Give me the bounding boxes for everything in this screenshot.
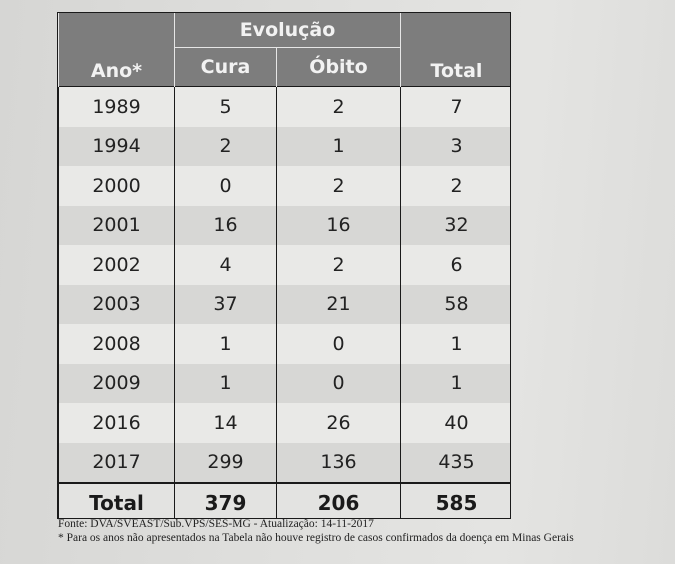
table-row: 1994 2 1 3 — [58, 126, 510, 166]
cell-ano: 2002 — [58, 245, 175, 285]
table-footer: Total 379 206 585 — [58, 482, 510, 518]
header-obito: Óbito — [276, 47, 401, 87]
table-row: 2008 1 0 1 — [58, 324, 510, 364]
cell-total: 40 — [400, 403, 510, 443]
total-total: 585 — [400, 482, 510, 518]
cell-total: 3 — [400, 126, 510, 166]
total-cura: 379 — [174, 482, 277, 518]
cell-cura: 16 — [174, 205, 277, 245]
cell-total: 1 — [400, 324, 510, 364]
header-total: Total — [400, 13, 510, 87]
cases-table: Ano* Evolução Total Cura Óbito 1989 5 2 7 19… — [57, 12, 511, 519]
cell-obito: 16 — [276, 205, 401, 245]
cell-obito: 2 — [276, 86, 401, 127]
cell-cura: 2 — [174, 126, 277, 166]
total-obito: 206 — [276, 482, 401, 518]
total-row: Total 379 206 585 — [58, 482, 510, 518]
cell-cura: 4 — [174, 245, 277, 285]
cell-obito: 0 — [276, 324, 401, 364]
cell-obito: 21 — [276, 284, 401, 324]
cell-cura: 0 — [174, 166, 277, 206]
cell-ano: 2016 — [58, 403, 175, 443]
cell-cura: 5 — [174, 86, 277, 127]
cell-cura: 299 — [174, 442, 277, 483]
cell-total: 58 — [400, 284, 510, 324]
cell-ano: 1994 — [58, 126, 175, 166]
cell-obito: 2 — [276, 166, 401, 206]
cell-obito: 136 — [276, 442, 401, 483]
cell-obito: 1 — [276, 126, 401, 166]
cell-total: 32 — [400, 205, 510, 245]
table-row: 2003 37 21 58 — [58, 284, 510, 324]
table-row: 2000 0 2 2 — [58, 166, 510, 206]
cell-obito: 2 — [276, 245, 401, 285]
cell-cura: 1 — [174, 363, 277, 403]
cell-total: 6 — [400, 245, 510, 285]
table-row: 1989 5 2 7 — [58, 86, 510, 127]
table-body: 1989 5 2 7 1994 2 1 3 2000 0 2 2 2001 16 16 32 2002 4 2 6 20… — [58, 86, 510, 483]
total-label: Total — [58, 482, 175, 518]
cell-cura: 37 — [174, 284, 277, 324]
cell-ano: 2003 — [58, 284, 175, 324]
cell-total: 435 — [400, 442, 510, 483]
cell-ano: 2009 — [58, 363, 175, 403]
cell-obito: 26 — [276, 403, 401, 443]
source-text: Fonte: DVA/SVEAST/Sub.VPS/SES-MG - Atual… — [58, 518, 374, 530]
cell-total: 2 — [400, 166, 510, 206]
cell-ano: 1989 — [58, 86, 175, 127]
cell-total: 7 — [400, 86, 510, 127]
cell-ano: 2000 — [58, 166, 175, 206]
cell-cura: 1 — [174, 324, 277, 364]
table-row: 2016 14 26 40 — [58, 403, 510, 443]
cell-obito: 0 — [276, 363, 401, 403]
cell-total: 1 — [400, 363, 510, 403]
header-evolucao: Evolução — [174, 13, 401, 48]
table-row: 2001 16 16 32 — [58, 205, 510, 245]
header-cura: Cura — [174, 47, 277, 87]
cell-ano: 2017 — [58, 442, 175, 483]
header-ano: Ano* — [58, 13, 175, 87]
table-header: Ano* Evolução Total Cura Óbito — [58, 13, 510, 87]
data-table: Ano* Evolução Total Cura Óbito 1989 5 2 7 19… — [58, 13, 510, 518]
cell-ano: 2008 — [58, 324, 175, 364]
cell-ano: 2001 — [58, 205, 175, 245]
cell-cura: 14 — [174, 403, 277, 443]
table-row: 2017 299 136 435 — [58, 442, 510, 483]
footnote-text: * Para os anos não apresentados na Tabel… — [58, 532, 574, 544]
table-row: 2009 1 0 1 — [58, 363, 510, 403]
table-row: 2002 4 2 6 — [58, 245, 510, 285]
